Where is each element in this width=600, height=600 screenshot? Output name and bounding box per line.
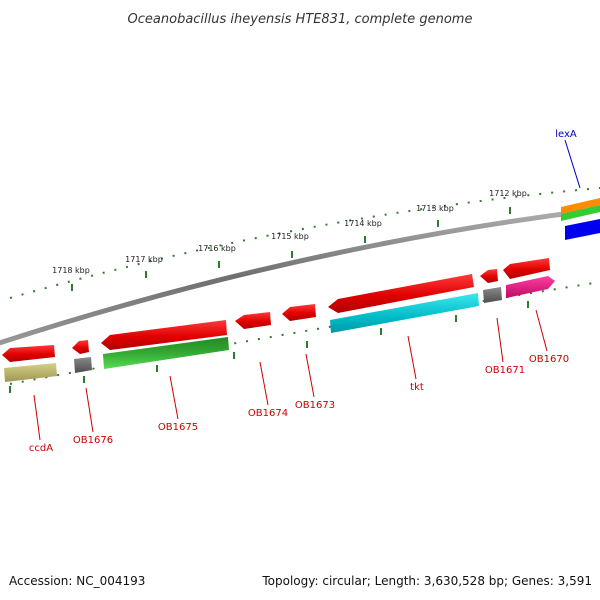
OB1670-leader — [535, 309, 548, 352]
tick-label-1712: 1712 kbp — [489, 189, 527, 198]
OB1676-leader — [85, 387, 94, 433]
gene-arrow-OB1670[interactable] — [506, 276, 555, 298]
gene-label-OB1674[interactable]: OB1674 — [248, 408, 288, 419]
gene-arrow-OB1670-partner[interactable] — [503, 258, 550, 279]
gene-label-OB1675[interactable]: OB1675 — [158, 422, 198, 433]
gene-arrow-OB1676[interactable] — [74, 357, 92, 373]
gene-arrow-ccdA-partner[interactable] — [2, 345, 55, 362]
OB1673-leader — [305, 353, 315, 398]
gene-arrow-orange[interactable] — [561, 198, 600, 214]
gene-label-OB1673[interactable]: OB1673 — [295, 400, 335, 411]
gene-label-tkt[interactable]: tkt — [410, 382, 424, 393]
OB1671-leader — [496, 317, 504, 363]
gene-arrow-OB1675[interactable] — [103, 337, 229, 369]
inner-tick-ring — [9, 281, 600, 393]
accession-text: Accession: NC_004193 — [9, 574, 146, 588]
gene-arrow-ccdA[interactable] — [4, 363, 57, 382]
gene-label-OB1676[interactable]: OB1676 — [73, 435, 113, 446]
tick-label-1717: 1717 kbp — [125, 255, 163, 264]
gene-arrow-OB1674-partner[interactable] — [235, 312, 271, 329]
genome-backbone — [0, 206, 600, 346]
OB1675-leader — [169, 375, 179, 420]
map-title: Oceanobacillus iheyensis HTE831, complet… — [128, 12, 473, 27]
outer-tick-ring — [9, 187, 600, 299]
gene-label-ccdA[interactable]: ccdA — [29, 443, 53, 454]
gene-arrow-OB1676-partner[interactable] — [72, 340, 89, 354]
gene-arrow-tkt[interactable] — [330, 293, 479, 333]
gene-label-lexA[interactable]: lexA — [555, 129, 577, 140]
gene-arrow-OB1671[interactable] — [483, 287, 502, 303]
ccdA-leader — [33, 394, 41, 441]
gene-features — [2, 198, 600, 382]
tick-label-1716: 1716 kbp — [198, 244, 236, 253]
gene-label-OB1670[interactable]: OB1670 — [529, 354, 569, 365]
tick-label-1715: 1715 kbp — [271, 232, 309, 241]
gene-arrow-OB1675-partner[interactable] — [101, 320, 227, 350]
tick-label-1718: 1718 kbp — [52, 266, 90, 275]
tick-label-1714: 1714 kbp — [344, 219, 382, 228]
genome-summary-text: Topology: circular; Length: 3,630,528 bp… — [262, 574, 592, 588]
gene-arrow-OB1671-partner[interactable] — [480, 269, 498, 283]
gene-arrow-tkt-partner[interactable] — [328, 274, 474, 313]
tkt-leader — [407, 335, 417, 380]
lexA-leader — [564, 139, 581, 189]
gene-arrow-blue[interactable] — [565, 219, 600, 240]
OB1674-leader — [259, 361, 269, 406]
tick-label-1713: 1713 kbp — [416, 204, 454, 213]
gene-arrow-green-top[interactable] — [561, 205, 600, 221]
label-leaders — [33, 139, 581, 441]
gene-arrow-OB1673-partner[interactable] — [282, 304, 316, 321]
gene-label-OB1671[interactable]: OB1671 — [485, 365, 525, 376]
